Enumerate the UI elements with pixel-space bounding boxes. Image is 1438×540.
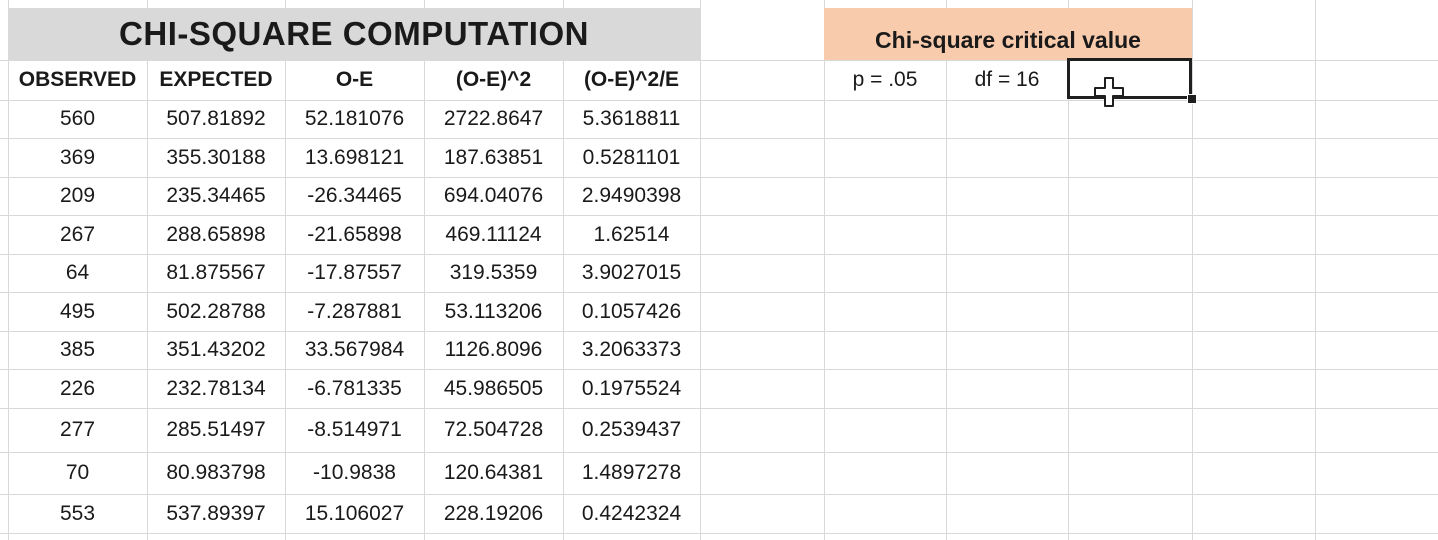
cell-expected[interactable]: 232.78134: [166, 376, 266, 400]
cell-o-minus-e-squared[interactable]: 228.19206: [443, 501, 544, 525]
cell-o-minus-e-squared-over-e[interactable]: 0.1975524: [581, 376, 682, 400]
cell-observed[interactable]: 495: [59, 299, 96, 323]
cell-observed[interactable]: 267: [59, 222, 96, 246]
cell-o-minus-e-squared[interactable]: 1126.8096: [444, 338, 543, 361]
header-o-minus-e-squared[interactable]: (O-E)^2: [455, 68, 532, 91]
cell-observed[interactable]: 369: [59, 145, 96, 169]
cell-o-minus-e[interactable]: -8.514971: [307, 418, 402, 441]
cell-o-minus-e-squared-over-e[interactable]: 1.4897278: [581, 461, 682, 484]
cell-o-minus-e-squared[interactable]: 120.64381: [443, 461, 544, 484]
cell-o-minus-e[interactable]: 52.181076: [304, 107, 405, 130]
cell-o-minus-e-squared-over-e[interactable]: 1.62514: [593, 222, 670, 246]
gridline-vertical: [946, 0, 947, 540]
cell-observed[interactable]: 209: [59, 184, 96, 207]
gridline-horizontal: [0, 369, 1438, 370]
fill-handle[interactable]: [1187, 94, 1197, 104]
gridline-horizontal: [0, 408, 1438, 409]
cell-o-minus-e-squared-over-e[interactable]: 2.9490398: [581, 184, 682, 207]
cell-o-minus-e-squared-over-e[interactable]: 5.3618811: [582, 107, 681, 130]
gridline-horizontal: [0, 254, 1438, 255]
cell-observed[interactable]: 70: [65, 461, 90, 484]
cell-o-minus-e-squared-over-e[interactable]: 3.9027015: [581, 261, 682, 284]
cell-expected[interactable]: 288.65898: [166, 222, 266, 246]
gridline-horizontal: [0, 177, 1438, 178]
cell-observed[interactable]: 64: [65, 261, 90, 284]
cell-o-minus-e[interactable]: -21.65898: [307, 222, 402, 246]
critical-value-title[interactable]: Chi-square critical value: [824, 8, 1192, 60]
cell-expected[interactable]: 355.30188: [166, 145, 266, 169]
cell-o-minus-e-squared[interactable]: 319.5359: [449, 261, 538, 284]
gridline-vertical: [700, 0, 701, 540]
cell-expected[interactable]: 285.51497: [166, 418, 266, 441]
cell-o-minus-e-squared[interactable]: 2722.8647: [443, 107, 544, 130]
cell-o-minus-e[interactable]: 33.567984: [304, 338, 405, 361]
header-o-minus-e[interactable]: O-E: [335, 68, 374, 91]
cell-expected[interactable]: 507.81892: [166, 107, 266, 130]
excel-cross-cursor-icon: [1094, 77, 1124, 107]
header-o-minus-e-squared-over-e[interactable]: (O-E)^2/E: [583, 68, 680, 91]
cell-expected[interactable]: 81.875567: [166, 261, 266, 284]
gridline-vertical: [563, 0, 564, 540]
gridline-vertical: [147, 0, 148, 540]
active-cell-critical-value[interactable]: [1067, 58, 1192, 99]
gridline-horizontal: [0, 331, 1438, 332]
cell-o-minus-e-squared-over-e[interactable]: 0.4242324: [581, 501, 682, 525]
cell-observed[interactable]: 560: [59, 107, 96, 130]
cell-observed[interactable]: 277: [59, 418, 96, 441]
cell-o-minus-e-squared[interactable]: 469.11124: [445, 222, 542, 246]
gridline-vertical: [1315, 0, 1316, 540]
cell-o-minus-e[interactable]: -17.87557: [307, 261, 402, 284]
cell-o-minus-e[interactable]: -6.781335: [307, 376, 402, 400]
cell-expected[interactable]: 537.89397: [166, 501, 266, 525]
gridline-horizontal: [0, 292, 1438, 293]
cell-o-minus-e-squared[interactable]: 694.04076: [443, 184, 544, 207]
cell-expected[interactable]: 502.28788: [166, 299, 266, 323]
table-title[interactable]: CHI-SQUARE COMPUTATION: [8, 8, 700, 60]
gridline-vertical: [424, 0, 425, 540]
cell-o-minus-e[interactable]: -26.34465: [307, 184, 402, 207]
gridline-horizontal: [0, 452, 1438, 453]
gridline-vertical: [285, 0, 286, 540]
gridline-vertical: [1192, 0, 1193, 540]
cell-o-minus-e-squared[interactable]: 187.63851: [443, 145, 544, 169]
cell-o-minus-e-squared[interactable]: 45.986505: [443, 376, 544, 400]
cell-o-minus-e[interactable]: -7.287881: [307, 299, 402, 323]
cell-o-minus-e-squared-over-e[interactable]: 0.2539437: [581, 418, 682, 441]
p-value-cell[interactable]: p = .05: [852, 68, 918, 91]
df-cell[interactable]: df = 16: [974, 68, 1040, 91]
cell-o-minus-e-squared-over-e[interactable]: 0.1057426: [581, 299, 682, 323]
cell-o-minus-e[interactable]: -10.9838: [313, 461, 396, 484]
cell-observed[interactable]: 385: [59, 338, 96, 361]
gridline-horizontal: [0, 533, 1438, 534]
gridline-horizontal: [0, 494, 1438, 495]
cell-o-minus-e[interactable]: 15.106027: [304, 501, 405, 525]
cell-o-minus-e-squared[interactable]: 53.113206: [444, 299, 543, 323]
gridline-horizontal: [0, 215, 1438, 216]
cell-o-minus-e-squared-over-e[interactable]: 3.2063373: [581, 338, 682, 361]
cell-o-minus-e-squared[interactable]: 72.504728: [443, 418, 544, 441]
gridline-horizontal: [0, 138, 1438, 139]
cell-observed[interactable]: 226: [59, 376, 96, 400]
cell-observed[interactable]: 553: [59, 501, 96, 525]
gridline-vertical: [1068, 0, 1069, 540]
cell-o-minus-e[interactable]: 13.698121: [304, 145, 405, 169]
gridline-vertical: [824, 0, 825, 540]
cell-expected[interactable]: 80.983798: [166, 461, 266, 484]
cell-expected[interactable]: 235.34465: [166, 184, 266, 207]
gridline-horizontal: [0, 60, 1438, 61]
cell-o-minus-e-squared-over-e[interactable]: 0.5281101: [582, 145, 681, 169]
cell-expected[interactable]: 351.43202: [166, 338, 266, 361]
gridline-vertical: [8, 0, 9, 540]
gridline-horizontal: [0, 100, 1438, 101]
header-observed[interactable]: OBSERVED: [18, 68, 137, 91]
header-expected[interactable]: EXPECTED: [159, 68, 273, 91]
